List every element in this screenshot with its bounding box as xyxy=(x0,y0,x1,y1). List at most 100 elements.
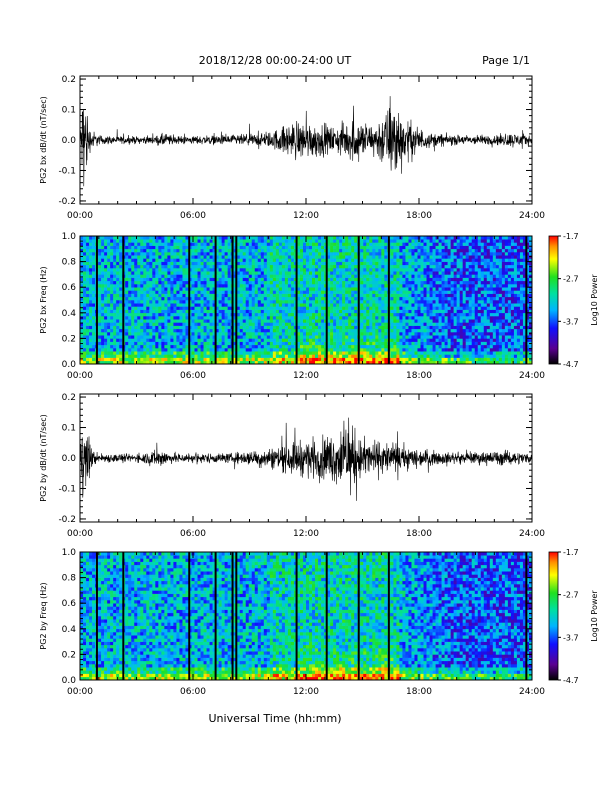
spectrogram-cell xyxy=(140,348,144,352)
spectrogram-cell xyxy=(266,335,271,339)
spectrogram-cell xyxy=(405,277,409,282)
spectrogram-cell xyxy=(260,255,265,259)
spectrogram-cell xyxy=(128,319,132,323)
spectrogram-cell xyxy=(411,325,415,330)
spectrogram-cell xyxy=(236,264,240,269)
spectrogram-cell xyxy=(161,242,165,246)
spectrogram-cell xyxy=(378,344,382,349)
spectrogram-cell xyxy=(402,306,406,310)
spectrogram-cell xyxy=(194,271,198,275)
spectrogram-cell xyxy=(263,360,268,365)
spectrogram-cell xyxy=(441,357,445,362)
spectrogram-cell xyxy=(345,290,349,294)
spectrogram-cell xyxy=(345,268,349,272)
spectrogram-cell xyxy=(92,287,96,291)
spectrogram-cell xyxy=(290,290,295,294)
spectrogram-cell xyxy=(399,306,403,310)
spectrogram-cell xyxy=(92,271,96,275)
spectrogram-cell xyxy=(384,268,388,272)
spectrogram-cell xyxy=(408,338,412,342)
spectrogram-cell xyxy=(257,338,262,342)
spectrogram-cell xyxy=(384,335,388,339)
spectrogram-cell xyxy=(239,319,244,323)
spectrogram-cell xyxy=(432,300,436,304)
spectrogram-cell xyxy=(155,351,159,355)
spectrogram-cell xyxy=(272,239,277,243)
spectrogram-cell xyxy=(290,252,295,256)
spectrogram-cell xyxy=(302,328,307,333)
spectrogram-cell xyxy=(173,312,177,317)
spectrogram-cell xyxy=(312,335,316,339)
spectrogram-cell xyxy=(149,322,153,326)
spectrogram-cell xyxy=(296,309,301,314)
spectrogram-cell xyxy=(113,268,117,272)
spectrogram-cell xyxy=(366,239,370,243)
spectrogram-cell xyxy=(435,338,439,342)
spectrogram-cell xyxy=(143,351,147,355)
spectrogram-cell xyxy=(254,341,259,346)
spectrogram-cell xyxy=(290,341,295,346)
spectrogram-cell xyxy=(321,261,325,266)
spectrogram-cell xyxy=(254,268,259,272)
spectrogram-cell xyxy=(393,277,397,282)
spectrogram-cell xyxy=(444,341,448,346)
spectrogram-cell xyxy=(287,242,292,246)
spectrogram-cell xyxy=(309,268,313,272)
spectrogram-cell xyxy=(345,296,349,301)
spectrogram-cell xyxy=(206,325,210,330)
spectrogram-cell xyxy=(224,341,228,346)
spectrogram-cell xyxy=(104,296,108,301)
spectrogram-cell xyxy=(287,258,292,262)
spectrogram-cell xyxy=(242,264,247,269)
spectrogram-cell xyxy=(215,274,219,278)
spectrogram-cell xyxy=(107,306,111,310)
spectrogram-cell xyxy=(360,293,364,298)
spectrogram-cell xyxy=(173,271,177,275)
spectrogram-cell xyxy=(405,322,409,326)
spectrogram-cell xyxy=(321,236,325,240)
spectrogram-cell xyxy=(113,300,117,304)
spectrogram-cell xyxy=(284,341,289,346)
spectrogram-cell xyxy=(402,332,406,336)
spectrogram-cell xyxy=(351,245,355,250)
spectrogram-cell xyxy=(321,290,325,294)
spectrogram-cell xyxy=(170,271,174,275)
spectrogram-cell xyxy=(101,354,105,358)
spectrogram-cell xyxy=(239,293,244,298)
spectrogram-cell xyxy=(203,271,207,275)
spectrogram-cell xyxy=(218,309,222,314)
spectrogram-cell xyxy=(194,245,198,250)
spectrogram-cell xyxy=(236,284,240,288)
spectrogram-cell xyxy=(200,325,204,330)
spectrogram-cell xyxy=(327,245,331,250)
spectrogram-cell xyxy=(330,271,334,275)
spectrogram-cell xyxy=(417,258,421,262)
spectrogram-cell xyxy=(128,271,132,275)
spectrogram-cell xyxy=(309,357,313,362)
spectrogram-cell xyxy=(137,264,141,269)
spectrogram-cell xyxy=(302,239,307,243)
spectrogram-cell xyxy=(327,303,331,307)
spectrogram-cell xyxy=(92,245,96,250)
spectrogram-cell xyxy=(396,248,400,253)
spectrogram-cell xyxy=(101,284,105,288)
spectrogram-cell xyxy=(426,316,430,320)
spectrogram-cell xyxy=(140,306,144,310)
spectrogram-cell xyxy=(158,271,162,275)
spectrogram-cell xyxy=(342,296,346,301)
spectrogram-cell xyxy=(266,348,271,352)
spectrogram-cell xyxy=(209,284,213,288)
spectrogram-cell xyxy=(360,296,364,301)
spectrogram-cell xyxy=(104,344,108,349)
spectrogram-cell xyxy=(405,328,409,333)
spectrogram-cell xyxy=(396,325,400,330)
spectrogram-cell xyxy=(315,271,319,275)
spectrogram-cell xyxy=(381,242,385,246)
spectrogram-cell xyxy=(221,268,225,272)
spectrogram-cell xyxy=(182,332,186,336)
spectrogram-cell xyxy=(209,252,213,256)
spectrogram-cell xyxy=(218,261,222,266)
spectrogram-cell xyxy=(408,332,412,336)
spectrogram-cell xyxy=(381,261,385,266)
spectrogram-cell xyxy=(351,296,355,301)
